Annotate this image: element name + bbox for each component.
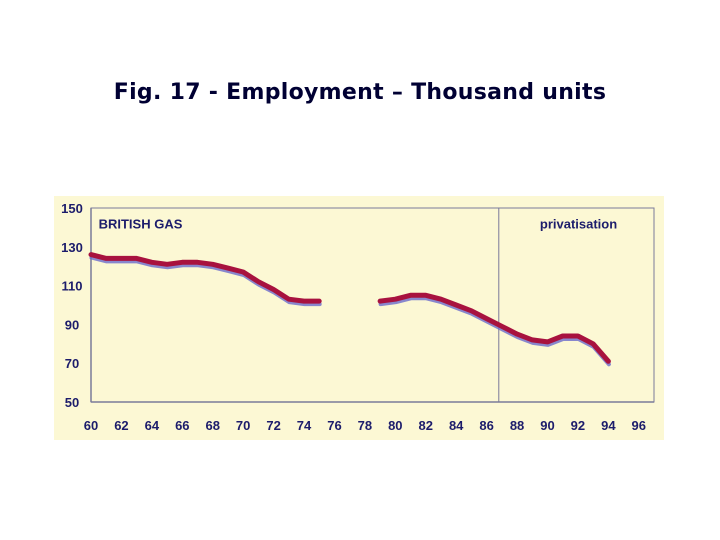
x-tick-label: 88 [510,418,524,433]
x-tick-label: 94 [601,418,616,433]
x-tick-label: 70 [236,418,250,433]
x-tick-label: 60 [84,418,98,433]
y-tick-label: 150 [61,201,83,216]
x-tick-label: 76 [327,418,341,433]
x-tick-label: 96 [632,418,646,433]
x-tick-label: 84 [449,418,464,433]
x-tick-label: 74 [297,418,312,433]
plot-frame [90,207,655,403]
chart-background [54,196,664,440]
x-tick-label: 82 [419,418,433,433]
series-line [88,252,322,304]
x-tick-label: 72 [266,418,280,433]
x-tick-label: 86 [479,418,493,433]
x-tick-label: 78 [358,418,372,433]
x-tick-label: 92 [571,418,585,433]
annotation-privatisation: privatisation [540,217,617,232]
y-tick-label: 130 [61,240,83,255]
y-tick-label: 90 [65,317,79,332]
x-tick-label: 62 [114,418,128,433]
annotation-british-gas: BRITISH GAS [99,217,183,232]
chart-title: Fig. 17 - Employment – Thousand units [113,80,607,105]
x-tick-label: 68 [205,418,219,433]
x-tick-label: 80 [388,418,402,433]
y-tick-label: 70 [65,356,79,371]
y-tick-label: 50 [65,395,79,410]
x-tick-label: 64 [145,418,160,433]
x-tick-label: 90 [540,418,554,433]
series-line [377,292,611,364]
x-tick-label: 66 [175,418,189,433]
y-tick-label: 110 [62,279,83,294]
